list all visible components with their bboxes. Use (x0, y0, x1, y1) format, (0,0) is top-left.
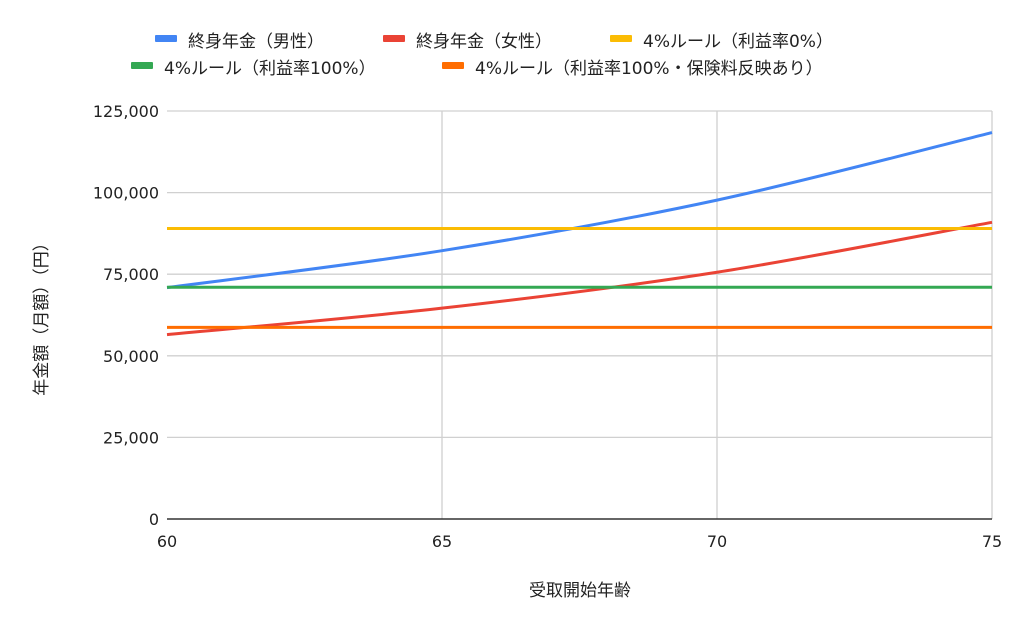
legend-swatch-4 (442, 62, 464, 69)
y-axis-label: 年金額（月額）（円） (32, 234, 52, 396)
x-tick-label: 70 (707, 532, 727, 551)
x-tick-label: 65 (432, 532, 452, 551)
legend-label-0: 終身年金（男性） (188, 32, 324, 52)
x-tick-label: 75 (982, 532, 1002, 551)
y-tick-label: 25,000 (103, 428, 159, 447)
series-line-0 (166, 131, 993, 290)
legend-swatch-1 (383, 35, 405, 42)
grid (167, 110, 993, 520)
y-axis: 0 25,000 50,000 75,000 100,000 125,000 (93, 102, 159, 529)
series-lines (166, 131, 993, 337)
legend-label-4: 4%ルール（利益率100%・保険料反映あり） (475, 59, 823, 79)
y-tick-label: 75,000 (103, 265, 159, 284)
y-tick-label: 50,000 (103, 347, 159, 366)
series-line-1 (166, 220, 993, 337)
y-tick-label: 100,000 (93, 184, 159, 203)
x-axis-label: 受取開始年齢 (529, 581, 631, 601)
legend-label-2: 4%ルール（利益率0%） (643, 32, 833, 52)
y-tick-label: 0 (149, 510, 159, 529)
legend-swatch-0 (155, 35, 177, 42)
legend: 終身年金（男性） 終身年金（女性） 4%ルール（利益率0%） 4%ルール（利益率100… (131, 32, 833, 79)
x-tick-label: 60 (157, 532, 177, 551)
legend-label-1: 終身年金（女性） (416, 32, 552, 52)
x-axis: 60 65 70 75 (157, 532, 1002, 551)
legend-swatch-3 (131, 62, 153, 69)
legend-swatch-2 (610, 35, 632, 42)
y-tick-label: 125,000 (93, 102, 159, 121)
legend-label-3: 4%ルール（利益率100%） (164, 59, 376, 79)
